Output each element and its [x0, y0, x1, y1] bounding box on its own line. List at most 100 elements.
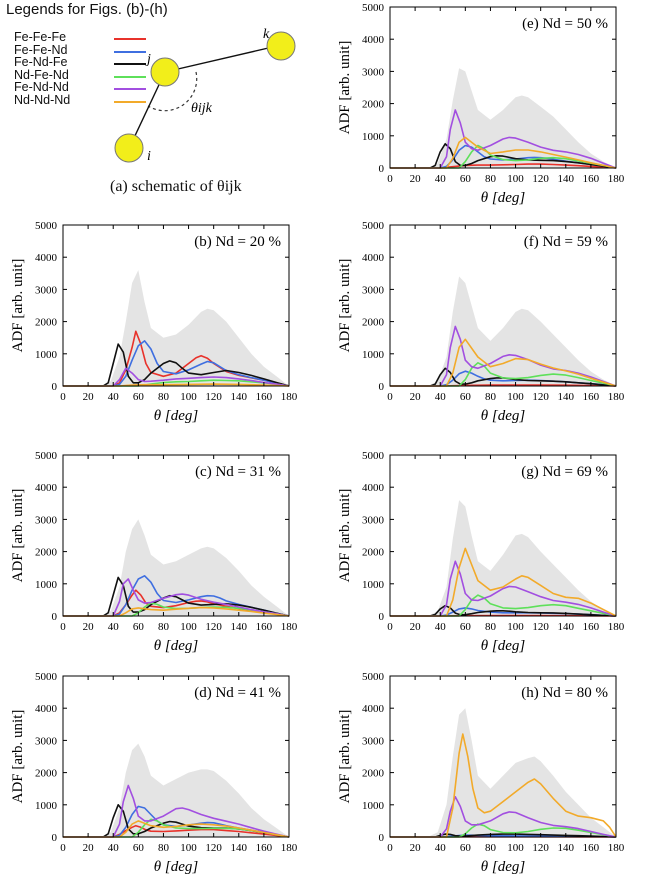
- atom-label-k: k: [263, 27, 270, 42]
- x-tick-label: 120: [205, 621, 222, 633]
- x-tick-label: 0: [60, 391, 66, 403]
- total-adf-area: [390, 500, 616, 616]
- y-tick-label: 5000: [362, 2, 385, 14]
- y-tick-label: 1000: [35, 579, 58, 591]
- atom-k: [267, 32, 295, 60]
- panel-annotation: (b) Nd = 20 %: [194, 234, 281, 250]
- y-tick-label: 4000: [362, 482, 385, 494]
- y-tick-label: 0: [379, 381, 385, 393]
- y-tick-label: 4000: [362, 703, 385, 715]
- x-tick-label: 120: [205, 842, 222, 854]
- y-tick-label: 3000: [35, 514, 58, 526]
- y-tick-label: 2000: [35, 317, 58, 329]
- x-axis-label: θ [deg]: [154, 408, 199, 424]
- schematic-diagram: j k i θijk: [0, 0, 330, 205]
- x-tick-label: 140: [558, 173, 575, 185]
- x-tick-label: 40: [435, 621, 447, 633]
- x-axis-label: θ [deg]: [154, 859, 199, 875]
- y-tick-label: 2000: [362, 547, 385, 559]
- x-tick-label: 160: [256, 842, 273, 854]
- x-axis-label: θ [deg]: [481, 859, 526, 875]
- x-tick-label: 80: [158, 391, 170, 403]
- panel-annotation: (e) Nd = 50 %: [522, 16, 608, 32]
- x-axis-label: θ [deg]: [481, 638, 526, 654]
- x-tick-label: 100: [180, 842, 197, 854]
- angle-label: θijk: [191, 101, 213, 116]
- x-tick-label: 180: [608, 173, 625, 185]
- y-tick-label: 4000: [35, 482, 58, 494]
- y-tick-label: 2000: [35, 547, 58, 559]
- x-tick-label: 20: [410, 391, 422, 403]
- x-tick-label: 140: [231, 621, 248, 633]
- x-tick-label: 60: [460, 842, 472, 854]
- x-axis-label: θ [deg]: [154, 638, 199, 654]
- x-tick-label: 140: [231, 391, 248, 403]
- x-tick-label: 100: [507, 173, 524, 185]
- x-tick-label: 20: [410, 621, 422, 633]
- total-adf-area: [390, 277, 616, 387]
- y-axis-label: ADF [arb. unit]: [337, 259, 353, 353]
- x-tick-label: 180: [608, 391, 625, 403]
- x-tick-label: 100: [507, 621, 524, 633]
- x-tick-label: 160: [583, 391, 600, 403]
- panel-annotation: (f) Nd = 59 %: [524, 234, 608, 250]
- atom-j: [151, 58, 179, 86]
- y-tick-label: 0: [52, 611, 58, 623]
- x-tick-label: 80: [158, 621, 170, 633]
- x-tick-label: 140: [558, 391, 575, 403]
- x-tick-label: 0: [387, 621, 393, 633]
- x-tick-label: 20: [83, 391, 95, 403]
- x-tick-label: 40: [108, 842, 120, 854]
- y-tick-label: 2000: [362, 768, 385, 780]
- y-axis-label: ADF [arb. unit]: [337, 489, 353, 583]
- x-tick-label: 120: [205, 391, 222, 403]
- x-tick-label: 40: [108, 391, 120, 403]
- x-tick-label: 60: [133, 621, 145, 633]
- panel-annotation: (c) Nd = 31 %: [195, 464, 281, 480]
- x-tick-label: 160: [583, 173, 600, 185]
- y-tick-label: 1000: [35, 800, 58, 812]
- x-tick-label: 180: [281, 842, 298, 854]
- x-tick-label: 120: [532, 621, 549, 633]
- y-tick-label: 5000: [35, 450, 58, 462]
- x-tick-label: 20: [83, 842, 95, 854]
- y-tick-label: 4000: [35, 703, 58, 715]
- x-tick-label: 20: [410, 173, 422, 185]
- x-tick-label: 140: [231, 842, 248, 854]
- x-tick-label: 100: [507, 842, 524, 854]
- y-axis-label: ADF [arb. unit]: [10, 710, 26, 804]
- y-axis-label: ADF [arb. unit]: [337, 710, 353, 804]
- x-tick-label: 180: [608, 842, 625, 854]
- y-tick-label: 3000: [35, 735, 58, 747]
- x-tick-label: 40: [435, 842, 447, 854]
- x-tick-label: 0: [60, 842, 66, 854]
- x-tick-label: 80: [485, 842, 497, 854]
- x-tick-label: 120: [532, 391, 549, 403]
- y-tick-label: 3000: [362, 284, 385, 296]
- total-adf-area: [63, 270, 289, 386]
- x-tick-label: 120: [532, 173, 549, 185]
- x-axis-label: θ [deg]: [481, 408, 526, 424]
- y-tick-label: 5000: [362, 671, 385, 683]
- y-tick-label: 3000: [35, 284, 58, 296]
- x-tick-label: 100: [180, 621, 197, 633]
- y-tick-label: 1000: [35, 349, 58, 361]
- x-tick-label: 0: [387, 173, 393, 185]
- y-tick-label: 0: [379, 163, 385, 175]
- y-tick-label: 1000: [362, 131, 385, 143]
- y-tick-label: 2000: [362, 99, 385, 111]
- y-tick-label: 4000: [35, 252, 58, 264]
- x-tick-label: 180: [281, 391, 298, 403]
- bond-arrow-j-k: [165, 46, 277, 72]
- x-tick-label: 0: [387, 842, 393, 854]
- schematic-caption: (a) schematic of θijk: [110, 178, 242, 196]
- x-tick-label: 160: [256, 391, 273, 403]
- panel-annotation: (h) Nd = 80 %: [521, 685, 608, 701]
- y-axis-label: ADF [arb. unit]: [337, 41, 353, 135]
- y-tick-label: 1000: [362, 579, 385, 591]
- panel-annotation: (g) Nd = 69 %: [521, 464, 608, 480]
